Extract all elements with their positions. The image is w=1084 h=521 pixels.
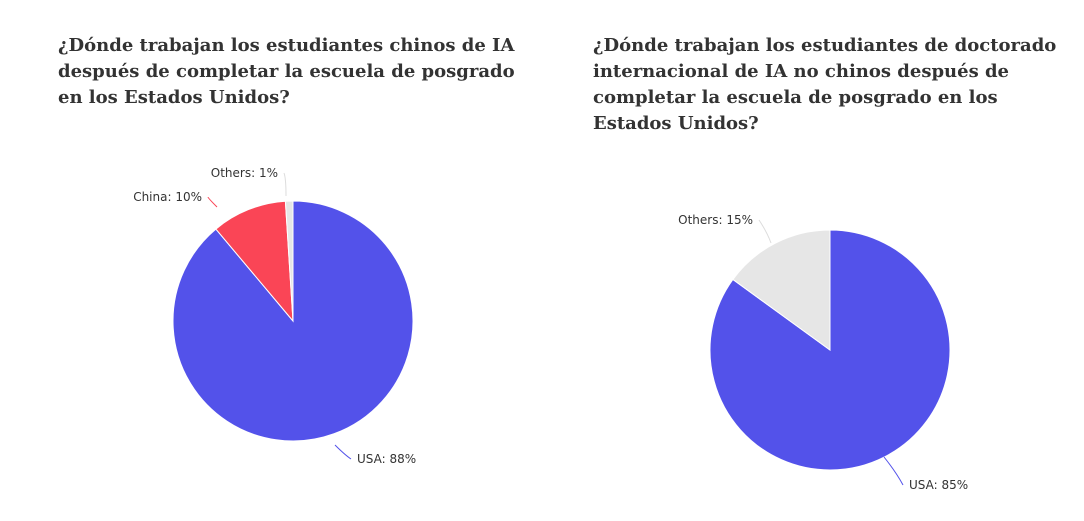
data-label-china: China: 10% (133, 190, 202, 204)
connector-china (207, 196, 218, 208)
data-label-others: Others: 15% (678, 213, 753, 227)
chart-title-1: ¿Dónde trabajan los estudiantes chinos d… (58, 35, 515, 108)
pie-slice-others (732, 229, 831, 351)
connector-usa (883, 456, 904, 486)
connector-others (758, 219, 772, 244)
pie-chart-non-chinese-students: USA: 85% Others: 15% (678, 213, 968, 492)
chart-title-2: ¿Dónde trabajan los estudiantes de docto… (593, 35, 1057, 134)
pie-slice-china (215, 200, 294, 323)
connector-others (283, 172, 287, 197)
data-label-usa: USA: 88% (357, 452, 416, 466)
connector-usa (334, 444, 352, 460)
pie-chart-chinese-students: USA: 88% China: 10% Others: 1% (133, 166, 416, 466)
data-label-others: Others: 1% (211, 166, 278, 180)
data-label-usa: USA: 85% (909, 478, 968, 492)
pie-slice-others (284, 200, 294, 322)
